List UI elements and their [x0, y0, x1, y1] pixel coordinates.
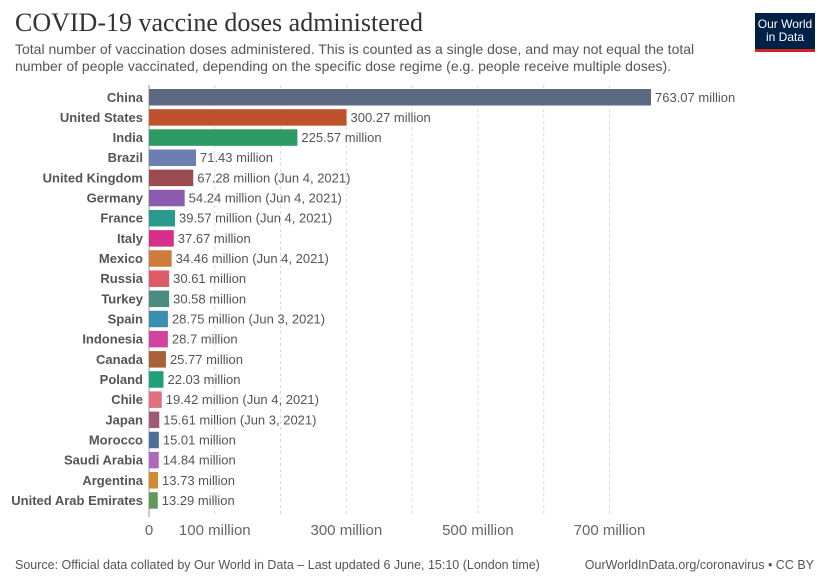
bar: [149, 250, 172, 267]
value-label: 39.57 million (Jun 4, 2021): [179, 211, 332, 226]
category-label: China: [107, 90, 144, 105]
value-label: 28.7 million: [172, 332, 238, 347]
value-label: 25.77 million: [170, 352, 243, 367]
category-label: Russia: [100, 271, 143, 286]
value-label: 37.67 million: [178, 231, 251, 246]
bar: [149, 189, 185, 207]
bar: [149, 89, 651, 106]
value-label: 19.42 million (Jun 4, 2021): [166, 392, 319, 407]
category-label: Mexico: [99, 251, 143, 266]
bar: [149, 472, 159, 489]
chart-title: COVID-19 vaccine doses administered: [15, 8, 423, 37]
bar: [149, 451, 159, 469]
category-label: Turkey: [101, 291, 143, 306]
bar: [149, 149, 196, 166]
bar: [149, 209, 176, 227]
bar: [149, 492, 158, 509]
logo-line-1: Our World: [757, 17, 813, 31]
owid-logo[interactable]: Our World in Data: [755, 13, 815, 52]
category-label: Japan: [105, 412, 143, 427]
x-tick-label: 500 million: [442, 522, 514, 539]
bar: [149, 290, 170, 308]
value-label: 300.27 million: [351, 110, 431, 125]
bar: [149, 371, 164, 388]
x-tick-label: 700 million: [574, 522, 646, 539]
value-label: 28.75 million (Jun 3, 2021): [172, 312, 325, 327]
value-label: 67.28 million (Jun 4, 2021): [197, 170, 350, 185]
bar: [149, 270, 170, 287]
value-label: 763.07 million: [655, 90, 735, 105]
bar: [149, 411, 160, 429]
source-note[interactable]: Source: Official data collated by Our Wo…: [15, 558, 540, 572]
logo-line-2: in Data: [765, 30, 805, 44]
value-label: 54.24 million (Jun 4, 2021): [189, 191, 342, 206]
category-label: India: [113, 130, 144, 145]
category-label: Canada: [96, 352, 144, 367]
bar: [149, 351, 166, 368]
value-label: 13.29 million: [162, 493, 235, 508]
category-label: United Kingdom: [43, 170, 143, 185]
bar: [149, 129, 298, 146]
category-label: France: [100, 211, 143, 226]
value-label: 71.43 million: [200, 150, 273, 165]
category-label: United Arab Emirates: [11, 493, 143, 508]
value-label: 15.61 million (Jun 3, 2021): [163, 412, 316, 427]
chart-subtitle: Total number of vaccination doses admini…: [15, 41, 695, 74]
value-label: 225.57 million: [301, 130, 381, 145]
category-label: Morocco: [89, 432, 143, 447]
category-label: Chile: [111, 392, 143, 407]
value-label: 34.46 million (Jun 4, 2021): [176, 251, 329, 266]
bar: [149, 230, 174, 247]
category-label: United States: [60, 110, 143, 125]
category-label: Saudi Arabia: [64, 453, 144, 468]
category-label: Spain: [108, 312, 143, 327]
bar: [149, 431, 159, 449]
bar: [149, 310, 168, 328]
credit-link[interactable]: OurWorldInData.org/coronavirus • CC BY: [584, 558, 814, 572]
x-tick-label: 0: [145, 522, 153, 539]
bar: [149, 391, 162, 408]
category-label: Germany: [87, 191, 144, 206]
value-label: 13.73 million: [162, 473, 235, 488]
category-label: Argentina: [82, 473, 143, 488]
bar: [149, 330, 168, 348]
x-tick-label: 300 million: [311, 522, 383, 539]
category-label: Brazil: [108, 150, 143, 165]
bar: [149, 169, 194, 187]
value-label: 22.03 million: [167, 372, 240, 387]
value-label: 30.58 million: [173, 291, 246, 306]
value-label: 15.01 million: [163, 432, 236, 447]
x-tick-label: 100 million: [179, 522, 251, 539]
value-label: 30.61 million: [173, 271, 246, 286]
category-label: Poland: [100, 372, 143, 387]
category-label: Indonesia: [82, 332, 143, 347]
category-label: Italy: [117, 231, 144, 246]
value-label: 14.84 million: [163, 453, 236, 468]
bar: [149, 109, 347, 126]
